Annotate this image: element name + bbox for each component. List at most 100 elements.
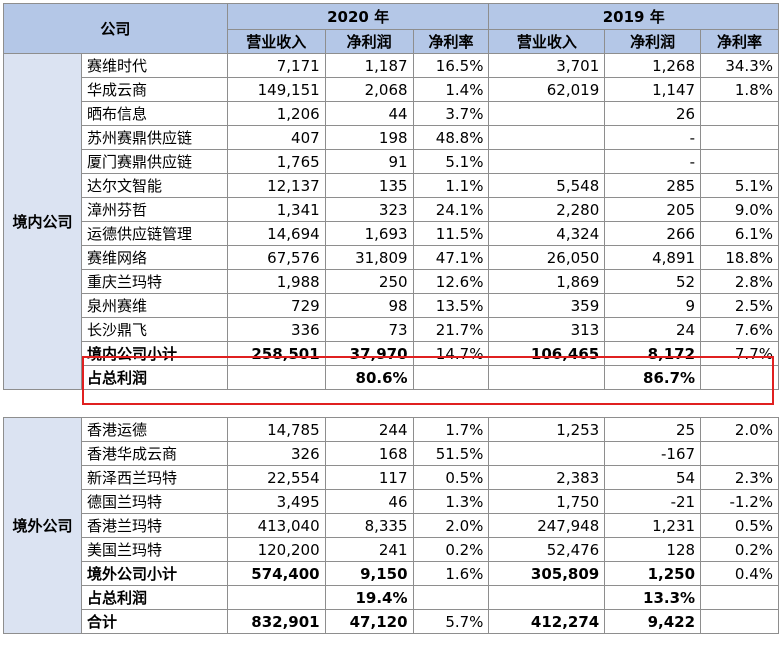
revenue-2019: 62,019 <box>488 77 606 102</box>
empty-cell <box>226 365 326 390</box>
net-margin-2020: 47.1% <box>412 245 490 270</box>
subtotal-net-profit-2020: 37,970 <box>324 341 414 366</box>
company-name: 晒布信息 <box>80 101 228 126</box>
subtotal-net-profit-2019: 1,250 <box>604 561 702 586</box>
profit-share-2020: 19.4% <box>324 585 414 610</box>
table-row: 运德供应链管理 14,694 1,693 11.5% 4,324 266 6.1% <box>4 221 779 246</box>
net-profit-2019: 1,147 <box>604 77 702 102</box>
table-row: 泉州赛维 729 98 13.5% 359 9 2.5% <box>4 293 779 318</box>
company-name: 华成云商 <box>80 77 228 102</box>
table-row: 德国兰玛特 3,495 46 1.3% 1,750 -21 -1.2% <box>4 489 779 514</box>
net-margin-2020: 0.2% <box>412 537 490 562</box>
profit-share-row: 占总利润 80.6% 86.7% <box>4 365 779 390</box>
year-2019-header: 2019 年 <box>488 3 779 30</box>
net-margin-2019: 0.5% <box>700 513 779 538</box>
total-net-profit-2019: 9,422 <box>604 609 702 634</box>
net-profit-2020: 168 <box>324 441 414 466</box>
net-margin-2019 <box>700 101 779 126</box>
revenue-2020: 14,785 <box>226 417 326 442</box>
table-row: 美国兰玛特 120,200 241 0.2% 52,476 128 0.2% <box>4 537 779 562</box>
company-name: 香港华成云商 <box>80 441 228 466</box>
net-profit-2019: 128 <box>604 537 702 562</box>
net-profit-2020: 244 <box>324 417 414 442</box>
net-profit-2019: 24 <box>604 317 702 342</box>
subtotal-revenue-2019: 106,465 <box>488 341 606 366</box>
company-name: 运德供应链管理 <box>80 221 228 246</box>
revenue-2019: 26,050 <box>488 245 606 270</box>
table-row: 香港华成云商 326 168 51.5% -167 <box>4 441 779 466</box>
net-profit-2019: 4,891 <box>604 245 702 270</box>
net-margin-2020: 16.5% <box>412 53 490 78</box>
revenue-2020: 407 <box>226 125 326 150</box>
net-profit-2019: -21 <box>604 489 702 514</box>
net-profit-2019: 205 <box>604 197 702 222</box>
revenue-2020: 729 <box>226 293 326 318</box>
revenue-2020: 1,765 <box>226 149 326 174</box>
net-profit-2019: 52 <box>604 269 702 294</box>
revenue-2020: 149,151 <box>226 77 326 102</box>
net-margin-2020: 24.1% <box>412 197 490 222</box>
empty-cell <box>700 585 779 610</box>
net-profit-2019: 54 <box>604 465 702 490</box>
net-margin-2019: 6.1% <box>700 221 779 246</box>
profit-share-2019: 13.3% <box>604 585 702 610</box>
net-profit-2019: 26 <box>604 101 702 126</box>
net-profit-2020: 135 <box>324 173 414 198</box>
net-margin-2020: 48.8% <box>412 125 490 150</box>
net-margin-2020: 5.1% <box>412 149 490 174</box>
net-profit-2020: 46 <box>324 489 414 514</box>
net-profit-2020: 2,068 <box>324 77 414 102</box>
net-margin-2020: 0.5% <box>412 465 490 490</box>
net-profit-2020: 8,335 <box>324 513 414 538</box>
net-margin-2019 <box>700 441 779 466</box>
table-row: 赛维网络 67,576 31,809 47.1% 26,050 4,891 18.8% <box>4 245 779 270</box>
net-profit-2020: 250 <box>324 269 414 294</box>
subtotal-net-margin-2019: 0.4% <box>700 561 779 586</box>
net-profit-2020: 1,693 <box>324 221 414 246</box>
total-revenue-2019: 412,274 <box>488 609 606 634</box>
domestic-table: 公司 2020 年 2019 年 营业收入 净利润 净利率 营业收入 净利润 净… <box>3 3 779 390</box>
net-margin-2020: 13.5% <box>412 293 490 318</box>
company-header: 公司 <box>3 3 228 54</box>
net-profit-2020: 91 <box>324 149 414 174</box>
net-margin-2020: 1.3% <box>412 489 490 514</box>
net-margin-2020: 21.7% <box>412 317 490 342</box>
net-profit-2020: 44 <box>324 101 414 126</box>
net-profit-2019: 266 <box>604 221 702 246</box>
total-net-profit-2020: 47,120 <box>324 609 414 634</box>
net-profit-2019: 1,231 <box>604 513 702 538</box>
net-margin-2019: 7.6% <box>700 317 779 342</box>
subtotal-row: 境内公司小计 258,501 37,970 14.7% 106,465 8,172 7.7% <box>4 341 779 366</box>
net-margin-2019: 18.8% <box>700 245 779 270</box>
total-label: 合计 <box>80 609 228 634</box>
net-profit-2019: - <box>604 149 702 174</box>
revenue-2020: 1,206 <box>226 101 326 126</box>
net-margin-2019: 34.3% <box>700 53 779 78</box>
net-margin-2019: 5.1% <box>700 173 779 198</box>
revenue-2019: 1,253 <box>488 417 606 442</box>
company-name: 长沙鼎飞 <box>80 317 228 342</box>
net-profit-2019: 1,268 <box>604 53 702 78</box>
net-profit-2019: - <box>604 125 702 150</box>
table-row: 香港兰玛特 413,040 8,335 2.0% 247,948 1,231 0.5% <box>4 513 779 538</box>
total-revenue-2020: 832,901 <box>226 609 326 634</box>
revenue-2020: 3,495 <box>226 489 326 514</box>
empty-cell <box>412 365 490 390</box>
revenue-2019: 5,548 <box>488 173 606 198</box>
revenue-2019-header: 营业收入 <box>488 29 606 54</box>
company-name: 重庆兰玛特 <box>80 269 228 294</box>
net-profit-2019-header: 净利润 <box>604 29 702 54</box>
net-profit-2020: 1,187 <box>324 53 414 78</box>
total-net-margin-2019 <box>700 609 779 634</box>
revenue-2019: 52,476 <box>488 537 606 562</box>
table-row: 华成云商 149,151 2,068 1.4% 62,019 1,147 1.8% <box>4 77 779 102</box>
net-margin-2019-header: 净利率 <box>700 29 779 54</box>
net-profit-2020: 323 <box>324 197 414 222</box>
revenue-2019: 2,280 <box>488 197 606 222</box>
subtotal-net-margin-2020: 14.7% <box>412 341 490 366</box>
company-name: 香港运德 <box>80 417 228 442</box>
company-name: 漳州芬哲 <box>80 197 228 222</box>
company-name: 赛维网络 <box>80 245 228 270</box>
revenue-2020: 22,554 <box>226 465 326 490</box>
net-margin-2020: 1.4% <box>412 77 490 102</box>
